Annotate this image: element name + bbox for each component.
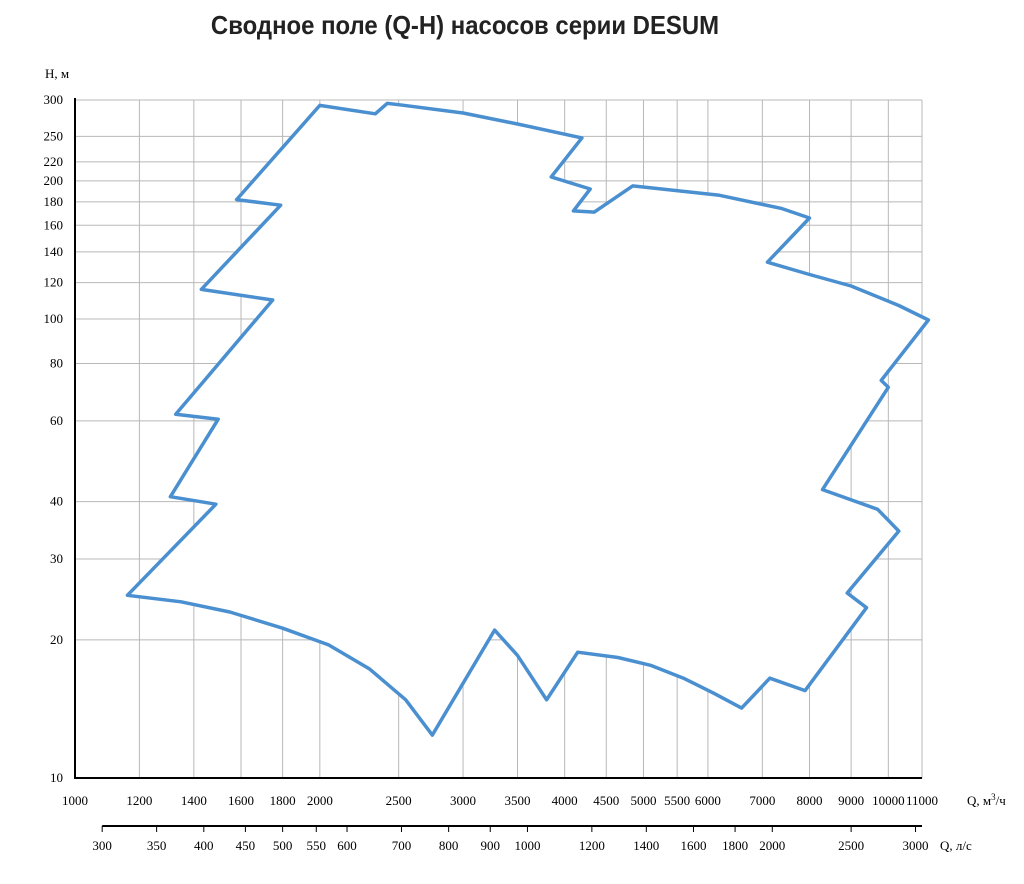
x2-tick-label: 1800 bbox=[722, 838, 748, 853]
x-tick-label: 2500 bbox=[386, 793, 412, 808]
x2-tick-label: 550 bbox=[307, 838, 327, 853]
y-tick-label: 140 bbox=[44, 244, 64, 259]
x2-tick-label: 800 bbox=[439, 838, 459, 853]
x-axis-label: Q, м3/ч bbox=[967, 792, 1006, 808]
x-tick-label: 10000 bbox=[872, 793, 905, 808]
x2-tick-label: 700 bbox=[392, 838, 412, 853]
x2-tick-label: 1400 bbox=[633, 838, 659, 853]
x2-tick-label: 350 bbox=[147, 838, 167, 853]
x-tick-label: 5000 bbox=[630, 793, 656, 808]
x2-tick-label: 600 bbox=[337, 838, 357, 853]
x2-tick-label: 2000 bbox=[759, 838, 785, 853]
y-tick-label: 80 bbox=[50, 355, 63, 370]
x-tick-label: 1200 bbox=[126, 793, 152, 808]
x2-tick-label: 1000 bbox=[514, 838, 540, 853]
y-tick-label: 120 bbox=[44, 275, 64, 290]
x2-tick-label: 1600 bbox=[680, 838, 706, 853]
axes bbox=[74, 98, 922, 832]
x-tick-label: 1400 bbox=[181, 793, 207, 808]
x2-tick-label: 1200 bbox=[579, 838, 605, 853]
y-tick-label: 10 bbox=[50, 770, 63, 785]
y-tick-label: 220 bbox=[44, 154, 64, 169]
x2-tick-label: 900 bbox=[480, 838, 500, 853]
y-tick-label: 200 bbox=[44, 173, 64, 188]
x-tick-label: 5500 bbox=[664, 793, 690, 808]
x-tick-label: 4000 bbox=[552, 793, 578, 808]
y-axis-label: H, м bbox=[45, 66, 69, 81]
tick-labels: 1000 1200 1400 1600 1800 2000 2500 3000 3500 4000… bbox=[44, 92, 939, 853]
x-tick-label: 11000 bbox=[906, 793, 938, 808]
y-tick-label: 300 bbox=[44, 92, 64, 107]
x2-tick-label: 3000 bbox=[903, 838, 929, 853]
x-tick-label: 6000 bbox=[695, 793, 721, 808]
x-tick-label: 3500 bbox=[505, 793, 531, 808]
x-tick-label: 2000 bbox=[307, 793, 333, 808]
x-tick-label: 9000 bbox=[838, 793, 864, 808]
y-tick-label: 160 bbox=[44, 217, 64, 232]
x-tick-label: 3000 bbox=[450, 793, 476, 808]
x-tick-label: 1000 bbox=[62, 793, 88, 808]
y-tick-label: 250 bbox=[44, 128, 64, 143]
chart-title: Сводное поле (Q-H) насосов серии DESUM bbox=[210, 10, 720, 40]
x2-axis-label: Q, л/с bbox=[940, 838, 972, 853]
x-tick-label: 4500 bbox=[593, 793, 619, 808]
y-tick-label: 100 bbox=[44, 311, 64, 326]
x2-tick-label: 400 bbox=[194, 838, 214, 853]
x2-tick-label: 500 bbox=[273, 838, 293, 853]
x2-tick-label: 2500 bbox=[838, 838, 864, 853]
operating-field-boundary bbox=[125, 101, 931, 737]
x-tick-label: 7000 bbox=[749, 793, 775, 808]
y-tick-label: 60 bbox=[50, 413, 63, 428]
x2-tick-label: 300 bbox=[92, 838, 112, 853]
y-tick-label: 30 bbox=[50, 551, 63, 566]
x-tick-label: 8000 bbox=[797, 793, 823, 808]
y-tick-label: 180 bbox=[44, 194, 64, 209]
y-tick-label: 40 bbox=[50, 494, 63, 509]
y-tick-label: 20 bbox=[50, 632, 63, 647]
x-tick-label: 1800 bbox=[270, 793, 296, 808]
x2-tick-label: 450 bbox=[236, 838, 256, 853]
x-tick-label: 1600 bbox=[228, 793, 254, 808]
